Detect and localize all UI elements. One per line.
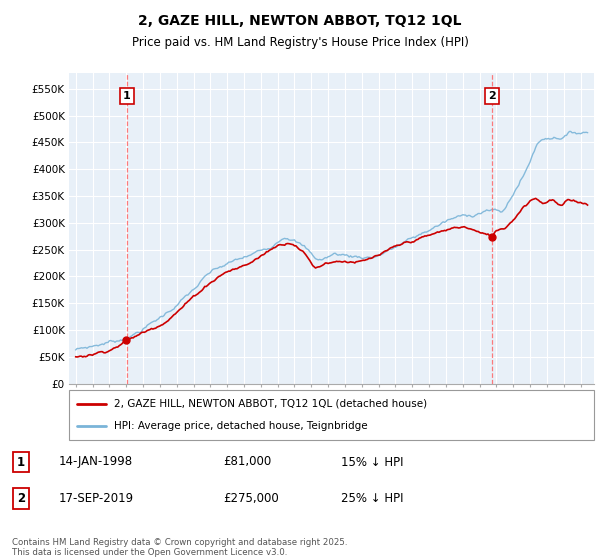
Text: 14-JAN-1998: 14-JAN-1998 (59, 455, 133, 469)
Text: 2, GAZE HILL, NEWTON ABBOT, TQ12 1QL (detached house): 2, GAZE HILL, NEWTON ABBOT, TQ12 1QL (de… (113, 399, 427, 409)
Text: 2: 2 (488, 91, 496, 101)
Text: 1: 1 (123, 91, 131, 101)
Text: 17-SEP-2019: 17-SEP-2019 (59, 492, 134, 505)
Text: 2, GAZE HILL, NEWTON ABBOT, TQ12 1QL: 2, GAZE HILL, NEWTON ABBOT, TQ12 1QL (138, 14, 462, 28)
Text: HPI: Average price, detached house, Teignbridge: HPI: Average price, detached house, Teig… (113, 421, 367, 431)
Text: 1: 1 (17, 455, 25, 469)
Text: £275,000: £275,000 (224, 492, 280, 505)
Text: 15% ↓ HPI: 15% ↓ HPI (341, 455, 404, 469)
Text: £81,000: £81,000 (224, 455, 272, 469)
Text: 25% ↓ HPI: 25% ↓ HPI (341, 492, 404, 505)
Text: Contains HM Land Registry data © Crown copyright and database right 2025.
This d: Contains HM Land Registry data © Crown c… (12, 538, 347, 557)
Text: Price paid vs. HM Land Registry's House Price Index (HPI): Price paid vs. HM Land Registry's House … (131, 36, 469, 49)
Text: 2: 2 (17, 492, 25, 505)
FancyBboxPatch shape (69, 390, 594, 440)
